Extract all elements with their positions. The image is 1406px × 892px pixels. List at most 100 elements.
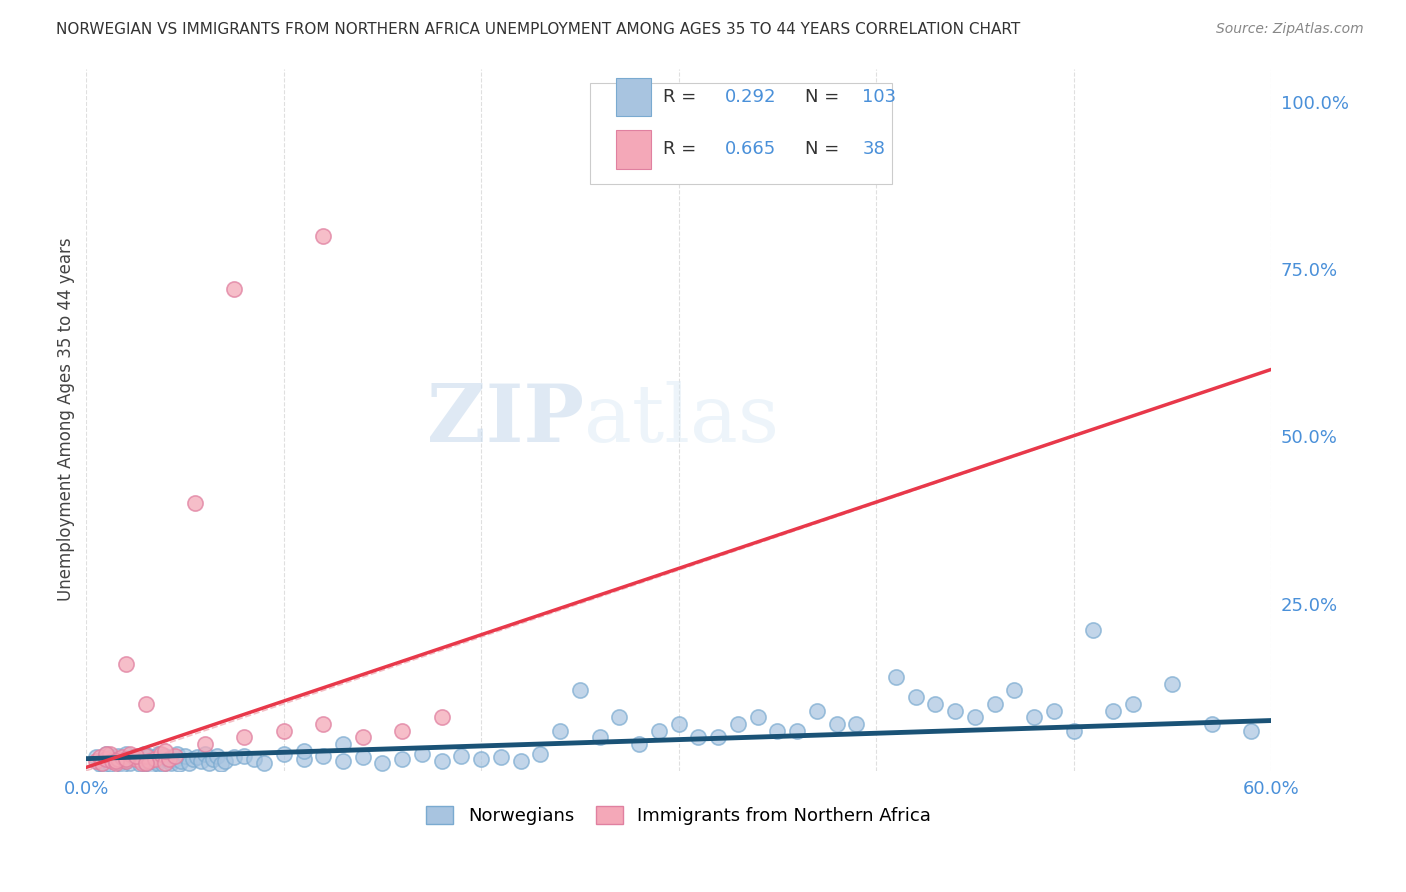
Point xyxy=(628,737,651,751)
Point xyxy=(146,756,169,770)
Point xyxy=(589,731,612,745)
Point xyxy=(114,747,136,761)
Point xyxy=(91,756,114,770)
Point xyxy=(121,750,143,764)
Point xyxy=(107,749,129,764)
Point xyxy=(104,754,127,768)
Point xyxy=(157,754,180,768)
Point xyxy=(668,717,690,731)
Point xyxy=(145,750,167,764)
Point xyxy=(688,731,710,745)
FancyBboxPatch shape xyxy=(591,83,891,185)
Text: R =: R = xyxy=(664,87,702,105)
Point xyxy=(177,756,200,770)
Point xyxy=(165,749,187,764)
Point xyxy=(103,752,125,766)
Point xyxy=(148,747,170,761)
Point xyxy=(84,750,107,764)
Point xyxy=(150,747,173,761)
Point xyxy=(243,752,266,766)
Point xyxy=(489,750,512,764)
Point xyxy=(332,754,354,768)
Text: atlas: atlas xyxy=(583,381,779,458)
Point xyxy=(352,731,374,745)
Point xyxy=(1083,624,1105,638)
Point xyxy=(194,737,217,751)
Point xyxy=(107,752,129,766)
Point xyxy=(131,756,153,770)
Point xyxy=(89,757,111,772)
Point xyxy=(529,747,551,761)
Text: 38: 38 xyxy=(862,140,886,158)
Point xyxy=(98,747,121,761)
Point xyxy=(138,754,160,768)
Point xyxy=(162,750,184,764)
Point xyxy=(160,756,183,770)
Point xyxy=(312,228,335,243)
Point xyxy=(155,749,177,764)
Point xyxy=(101,750,124,764)
Text: N =: N = xyxy=(806,87,845,105)
Point xyxy=(152,757,174,772)
Point xyxy=(1102,704,1125,718)
Point xyxy=(845,717,868,731)
Point xyxy=(127,749,149,764)
Point xyxy=(118,747,141,761)
Point xyxy=(132,747,155,761)
Point xyxy=(766,723,789,738)
Point xyxy=(292,744,315,758)
Point xyxy=(470,752,492,766)
Legend: Norwegians, Immigrants from Northern Africa: Norwegians, Immigrants from Northern Afr… xyxy=(426,805,931,825)
Point xyxy=(114,752,136,766)
Point xyxy=(124,752,146,766)
Point xyxy=(91,754,114,768)
Text: 0.292: 0.292 xyxy=(725,87,776,105)
Point xyxy=(1161,677,1184,691)
Point xyxy=(197,756,219,770)
Point xyxy=(124,752,146,766)
Point xyxy=(806,704,828,718)
Point xyxy=(904,690,927,705)
Point xyxy=(727,717,749,731)
Point xyxy=(312,717,335,731)
Point xyxy=(104,754,127,768)
Point xyxy=(145,752,167,766)
Point xyxy=(1043,704,1066,718)
Point xyxy=(209,757,232,772)
Point xyxy=(609,710,631,724)
Point xyxy=(312,749,335,764)
Point xyxy=(201,752,224,766)
Point xyxy=(825,717,848,731)
Point xyxy=(135,749,157,764)
Point xyxy=(963,710,986,724)
Point xyxy=(224,282,246,296)
Point xyxy=(93,758,115,772)
Point xyxy=(924,697,946,711)
Point xyxy=(450,749,472,764)
Point xyxy=(131,754,153,768)
Point xyxy=(194,747,217,761)
Text: 103: 103 xyxy=(862,87,897,105)
Point xyxy=(184,496,207,510)
Point xyxy=(273,723,295,738)
Point xyxy=(548,723,571,738)
Point xyxy=(157,752,180,766)
Point xyxy=(1240,723,1263,738)
Point xyxy=(138,749,160,764)
Point xyxy=(214,754,236,768)
Point xyxy=(104,756,127,770)
Point xyxy=(233,731,256,745)
Point xyxy=(352,750,374,764)
Point xyxy=(983,697,1005,711)
Point xyxy=(391,723,413,738)
Point xyxy=(111,758,134,772)
Point xyxy=(136,752,159,766)
Point xyxy=(94,747,117,761)
Point xyxy=(411,747,433,761)
Point xyxy=(224,750,246,764)
Point xyxy=(114,754,136,768)
Point xyxy=(371,756,394,770)
Point xyxy=(391,752,413,766)
Point xyxy=(1122,697,1144,711)
Text: Source: ZipAtlas.com: Source: ZipAtlas.com xyxy=(1216,22,1364,37)
